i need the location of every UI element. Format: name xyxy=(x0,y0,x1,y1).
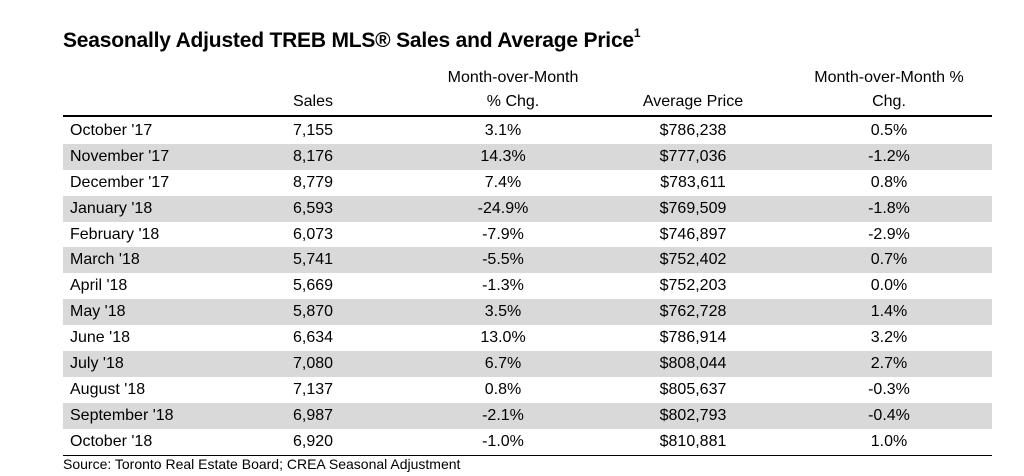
table-row: September '18 6,987 -2.1% $802,793 -0.4% xyxy=(63,402,992,429)
table-row: December '17 8,779 7.4% $783,611 0.8% xyxy=(63,170,992,196)
mom-change-cell: -1.0% xyxy=(482,432,524,450)
month-cell: November '17 xyxy=(70,147,170,165)
month-cell: May '18 xyxy=(70,303,126,321)
average-price-cell: $783,611 xyxy=(660,173,726,191)
sales-cell: 7,137 xyxy=(292,380,334,398)
table-row: February '18 6,073 -7.9% $746,897 -2.9% xyxy=(63,222,992,248)
average-price-cell: $786,914 xyxy=(659,329,727,347)
average-price-cell: $802,793 xyxy=(659,406,727,424)
mom-change-cell: -5.5% xyxy=(482,251,524,269)
mom-change-cell: 3.5% xyxy=(484,303,522,321)
mom-change-cell: 0.8% xyxy=(484,380,522,398)
title-footnote-marker: 1 xyxy=(633,26,641,40)
average-price-cell: $808,044 xyxy=(659,355,727,373)
mom-change-cell: -7.9% xyxy=(482,225,524,243)
bottom-rule xyxy=(63,455,992,456)
table-title: Seasonally Adjusted TREB MLS® Sales and … xyxy=(63,26,641,53)
price-change-cell: -2.9% xyxy=(868,225,910,243)
average-price-cell: $769,509 xyxy=(659,199,727,217)
average-price-cell: $805,637 xyxy=(659,380,727,398)
table-row: March '18 5,741 -5.5% $752,402 0.7% xyxy=(63,247,992,274)
month-cell: August '18 xyxy=(70,380,146,398)
average-price-cell: $810,881 xyxy=(659,432,727,450)
mom-change-cell: 13.0% xyxy=(480,329,526,347)
table-row: April '18 5,669 -1.3% $752,203 0.0% xyxy=(63,273,992,299)
table-row: August '18 7,137 0.8% $805,637 -0.3% xyxy=(63,377,992,403)
price-change-cell: 0.0% xyxy=(870,277,908,295)
price-change-cell: -0.4% xyxy=(868,406,910,424)
price-change-cell: 1.4% xyxy=(870,303,908,321)
table-title-text: Seasonally Adjusted TREB MLS® Sales and … xyxy=(63,29,634,52)
sales-cell: 6,987 xyxy=(292,406,334,424)
month-cell: June '18 xyxy=(70,329,130,347)
mom-change-cell: -2.1% xyxy=(482,406,524,424)
sales-cell: 6,073 xyxy=(292,225,334,243)
price-change-cell: 3.2% xyxy=(870,329,908,347)
sales-cell: 8,779 xyxy=(292,173,334,191)
month-cell: March '18 xyxy=(70,251,140,269)
mom-change-cell: 7.4% xyxy=(484,173,522,191)
sales-cell: 6,593 xyxy=(292,199,334,217)
header-mom-line2: % Chg. xyxy=(486,93,540,110)
average-price-cell: $786,238 xyxy=(659,122,727,139)
month-cell: April '18 xyxy=(70,277,128,295)
sales-cell: 6,920 xyxy=(292,432,334,450)
sales-cell: 8,176 xyxy=(292,147,334,165)
average-price-cell: $752,402 xyxy=(659,251,727,269)
mom-change-cell: 14.3% xyxy=(480,147,526,165)
sales-cell: 7,080 xyxy=(292,355,334,373)
price-change-cell: -1.2% xyxy=(868,147,910,165)
price-change-cell: 0.5% xyxy=(870,122,908,139)
table-row: January '18 6,593 -24.9% $769,509 -1.8% xyxy=(63,195,992,222)
sales-cell: 7,155 xyxy=(292,122,334,139)
header-rule xyxy=(63,115,992,117)
month-cell: January '18 xyxy=(70,199,153,217)
table-row: November '17 8,176 14.3% $777,036 -1.2% xyxy=(63,143,992,170)
month-cell: July '18 xyxy=(70,355,124,373)
average-price-cell: $777,036 xyxy=(659,147,727,165)
header-pct-line2: Chg. xyxy=(872,93,906,110)
average-price-cell: $746,897 xyxy=(659,225,727,243)
price-change-cell: 0.8% xyxy=(870,173,908,191)
average-price-cell: $762,728 xyxy=(659,303,727,321)
sales-cell: 5,741 xyxy=(292,251,334,269)
header-average-price: Average Price xyxy=(642,93,744,110)
sales-cell: 5,870 xyxy=(292,303,334,321)
mom-change-cell: 6.7% xyxy=(484,355,522,373)
price-change-cell: -0.3% xyxy=(868,380,910,398)
mom-change-cell: -1.3% xyxy=(482,277,524,295)
table-row: May '18 5,870 3.5% $762,728 1.4% xyxy=(63,299,992,326)
month-cell: October '18 xyxy=(70,432,153,450)
mom-change-cell: -24.9% xyxy=(477,199,529,217)
header-sales: Sales xyxy=(292,93,334,110)
price-change-cell: 1.0% xyxy=(870,432,908,450)
header-pct-line1: Month-over-Month % xyxy=(814,69,964,86)
month-cell: September '18 xyxy=(70,406,174,424)
sales-cell: 5,669 xyxy=(292,277,334,295)
month-cell: December '17 xyxy=(70,173,170,191)
table-row: October '17 7,155 3.1% $786,238 0.5% xyxy=(63,118,992,144)
sales-cell: 6,634 xyxy=(292,329,334,347)
header-mom-line1: Month-over-Month xyxy=(447,69,579,86)
price-change-cell: 0.7% xyxy=(870,251,908,269)
table-row: June '18 6,634 13.0% $786,914 3.2% xyxy=(63,325,992,351)
table-row: July '18 7,080 6.7% $808,044 2.7% xyxy=(63,351,992,377)
source-note: Source: Toronto Real Estate Board; CREA … xyxy=(63,456,461,472)
price-change-cell: -1.8% xyxy=(868,199,910,217)
table-body: October '17 7,155 3.1% $786,238 0.5% November… xyxy=(63,118,992,455)
month-cell: October '17 xyxy=(70,122,153,139)
average-price-cell: $752,203 xyxy=(659,277,727,295)
month-cell: February '18 xyxy=(70,225,160,243)
mom-change-cell: 3.1% xyxy=(484,122,522,139)
price-change-cell: 2.7% xyxy=(870,355,908,373)
table-row: October '18 6,920 -1.0% $810,881 1.0% xyxy=(63,429,992,455)
